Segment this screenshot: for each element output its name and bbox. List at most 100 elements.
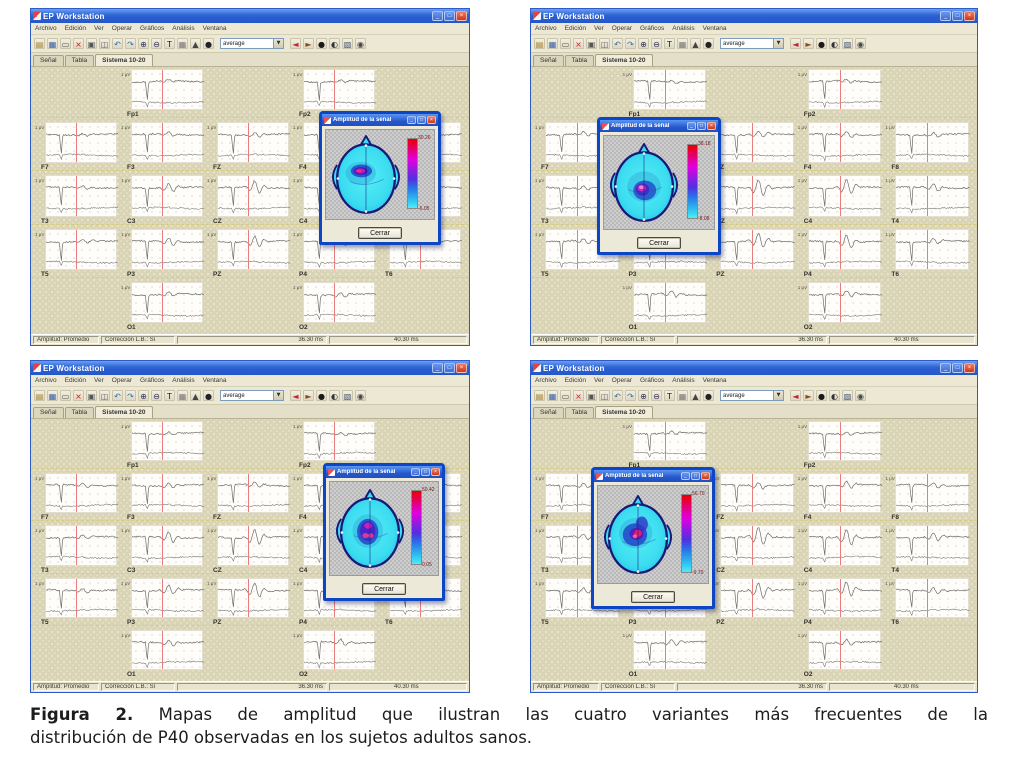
time-cursor[interactable] <box>577 526 578 565</box>
montage-combobox[interactable]: average ▼ <box>720 38 784 49</box>
menu-gr-ficos[interactable]: Gráficos <box>140 25 165 32</box>
cerrar-button[interactable]: Cerrar <box>362 582 406 595</box>
menu-ventana[interactable]: Ventana <box>202 25 227 32</box>
time-cursor[interactable] <box>334 422 335 461</box>
time-cursor[interactable] <box>752 229 754 269</box>
text-tool-icon[interactable]: T <box>164 390 175 401</box>
record-icon[interactable]: ● <box>316 390 327 401</box>
time-cursor[interactable] <box>577 229 578 269</box>
time-cursor[interactable] <box>927 123 929 163</box>
menu-gr-ficos[interactable]: Gráficos <box>640 377 665 384</box>
tab-sistema-10-20[interactable]: Sistema 10-20 <box>595 54 653 66</box>
save-icon[interactable]: ▦ <box>47 390 58 401</box>
zoom-out-icon[interactable]: ⊖ <box>151 38 162 49</box>
menu-an-lisis[interactable]: Análisis <box>672 377 695 384</box>
cut-icon[interactable]: × <box>573 390 584 401</box>
time-cursor[interactable] <box>752 474 754 513</box>
undo-icon[interactable]: ↶ <box>612 38 623 49</box>
time-cursor[interactable] <box>162 70 163 110</box>
dialog-maximize-button[interactable]: □ <box>697 122 706 130</box>
time-cursor[interactable] <box>839 526 841 565</box>
marker-icon[interactable]: ▲ <box>690 390 701 401</box>
time-cursor[interactable] <box>839 282 841 322</box>
open-icon[interactable]: ▤ <box>534 390 545 401</box>
time-cursor[interactable] <box>664 630 666 669</box>
paste-icon[interactable]: ◫ <box>599 390 610 401</box>
menu-ventana[interactable]: Ventana <box>702 377 727 384</box>
menu-ventana[interactable]: Ventana <box>702 25 727 32</box>
map-icon[interactable]: ▧ <box>842 38 853 49</box>
time-cursor[interactable] <box>162 630 163 669</box>
time-cursor[interactable] <box>839 229 841 269</box>
grid-view-icon[interactable]: ▦ <box>177 38 188 49</box>
grid-view-icon[interactable]: ▦ <box>177 390 188 401</box>
map-icon[interactable]: ▧ <box>842 390 853 401</box>
time-cursor[interactable] <box>664 70 666 110</box>
tab-sistema-10-20[interactable]: Sistema 10-20 <box>595 406 653 418</box>
dialog-maximize-button[interactable]: □ <box>417 116 426 124</box>
save-icon[interactable]: ▦ <box>547 390 558 401</box>
minimize-button[interactable]: _ <box>940 363 951 373</box>
time-cursor[interactable] <box>927 176 929 216</box>
contrast-icon[interactable]: ◐ <box>829 38 840 49</box>
record-icon[interactable]: ● <box>816 390 827 401</box>
menu-archivo[interactable]: Archivo <box>35 377 57 384</box>
close-button[interactable]: × <box>964 363 975 373</box>
time-cursor[interactable] <box>248 578 249 617</box>
grid-view-icon[interactable]: ▦ <box>677 38 688 49</box>
menu-gr-ficos[interactable]: Gráficos <box>140 377 165 384</box>
menu-edici-n[interactable]: Edición <box>64 25 87 32</box>
menu-edici-n[interactable]: Edición <box>564 25 587 32</box>
dialog-minimize-button[interactable]: _ <box>407 116 416 124</box>
time-cursor[interactable] <box>577 578 578 617</box>
cerrar-button[interactable]: Cerrar <box>631 590 675 603</box>
combobox-dropdown-icon[interactable]: ▼ <box>273 391 283 400</box>
time-cursor[interactable] <box>420 229 421 269</box>
zoom-in-icon[interactable]: ⊕ <box>638 38 649 49</box>
topography-icon[interactable]: ◉ <box>355 38 366 49</box>
time-cursor[interactable] <box>752 176 754 216</box>
tab-se-al[interactable]: Señal <box>33 407 64 418</box>
time-cursor[interactable] <box>577 176 578 216</box>
grid-view-icon[interactable]: ▦ <box>677 390 688 401</box>
tab-se-al[interactable]: Señal <box>533 407 564 418</box>
maximize-button[interactable]: □ <box>444 363 455 373</box>
tab-sistema-10-20[interactable]: Sistema 10-20 <box>95 406 153 418</box>
next-peak-icon[interactable]: ► <box>303 390 314 401</box>
time-cursor[interactable] <box>248 229 249 269</box>
redo-icon[interactable]: ↷ <box>625 38 636 49</box>
time-cursor[interactable] <box>248 526 249 565</box>
menu-ver[interactable]: Ver <box>94 377 104 384</box>
time-cursor[interactable] <box>839 422 841 461</box>
time-cursor[interactable] <box>334 70 335 110</box>
zoom-out-icon[interactable]: ⊖ <box>651 390 662 401</box>
menu-edici-n[interactable]: Edición <box>564 377 587 384</box>
dialog-close-button[interactable]: × <box>431 468 440 476</box>
menu-an-lisis[interactable]: Análisis <box>172 377 195 384</box>
time-cursor[interactable] <box>162 474 163 513</box>
events-icon[interactable]: ● <box>203 38 214 49</box>
menu-ver[interactable]: Ver <box>594 377 604 384</box>
dialog-close-button[interactable]: × <box>701 472 710 480</box>
menu-an-lisis[interactable]: Análisis <box>172 25 195 32</box>
maximize-button[interactable]: □ <box>444 11 455 21</box>
maximize-button[interactable]: □ <box>952 11 963 21</box>
save-icon[interactable]: ▦ <box>547 38 558 49</box>
time-cursor[interactable] <box>839 578 841 617</box>
cerrar-button[interactable]: Cerrar <box>637 236 681 249</box>
contrast-icon[interactable]: ◐ <box>329 390 340 401</box>
window-titlebar[interactable]: EP Workstation _ □ × <box>531 9 977 23</box>
print-icon[interactable]: ▭ <box>560 390 571 401</box>
maximize-button[interactable]: □ <box>952 363 963 373</box>
text-tool-icon[interactable]: T <box>164 38 175 49</box>
time-cursor[interactable] <box>577 123 578 163</box>
next-peak-icon[interactable]: ► <box>303 38 314 49</box>
time-cursor[interactable] <box>76 123 77 163</box>
menu-operar[interactable]: Operar <box>111 25 133 32</box>
copy-icon[interactable]: ▣ <box>86 390 97 401</box>
montage-combobox[interactable]: average ▼ <box>220 390 284 401</box>
redo-icon[interactable]: ↷ <box>125 390 136 401</box>
time-cursor[interactable] <box>839 176 841 216</box>
montage-combobox[interactable]: average ▼ <box>220 38 284 49</box>
open-icon[interactable]: ▤ <box>34 38 45 49</box>
